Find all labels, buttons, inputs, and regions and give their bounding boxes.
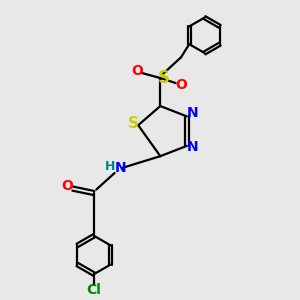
Text: O: O bbox=[175, 78, 187, 92]
Text: O: O bbox=[61, 179, 74, 193]
Text: S: S bbox=[128, 116, 139, 131]
Text: S: S bbox=[157, 69, 169, 87]
Text: O: O bbox=[131, 64, 143, 78]
Text: N: N bbox=[115, 161, 126, 175]
Text: H: H bbox=[105, 160, 116, 173]
Text: N: N bbox=[187, 140, 199, 154]
Text: Cl: Cl bbox=[86, 283, 101, 297]
Text: N: N bbox=[187, 106, 199, 120]
